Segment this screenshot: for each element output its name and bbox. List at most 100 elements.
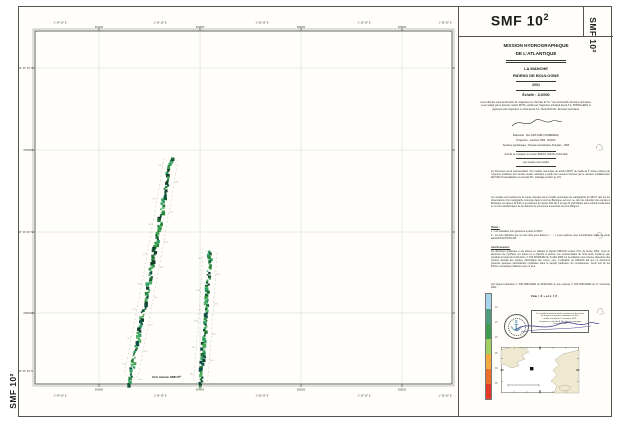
svg-text:33.3: 33.3 (138, 284, 143, 286)
svg-text:1° 36' 00" E: 1° 36' 00" E (438, 395, 451, 398)
sheet-code-bottom-left: SMF 10² (8, 373, 18, 409)
inset-ticks (500, 346, 580, 394)
sheet-title-sup: 2 (543, 12, 550, 22)
depth-band (486, 324, 491, 339)
graticule-labels: 1° 34' 00" E 604000 1° 34' 30" E 604500 1° 3… (18, 22, 451, 398)
soundings-note: Les sondes sont réelles (522, 160, 550, 164)
rule-soundings-bottom (516, 166, 556, 167)
svg-text:28.7: 28.7 (212, 334, 217, 336)
mission-line2: DE L'ATLANTIQUE (515, 50, 557, 56)
rule-replaces-bottom (516, 158, 556, 159)
svg-text:18.5: 18.5 (214, 304, 219, 306)
svg-text:7080000: 7080000 (23, 312, 33, 315)
sheet-title-text: SMF 10 (490, 12, 544, 29)
svg-text:19.5: 19.5 (122, 363, 127, 365)
svg-text:1° 35' 30" E: 1° 35' 30" E (357, 395, 370, 398)
survey-year: 2001 (532, 83, 540, 87)
rule-year-top (516, 80, 556, 82)
report-note: Voir rapport particulier n° 208 SMF/ADER… (491, 283, 610, 289)
inset-land (558, 385, 572, 392)
svg-text:18.9: 18.9 (143, 351, 148, 353)
credits-block: Levé effectué sous la direction de l'ing… (480, 101, 592, 111)
svg-text:50° 46' 00" N: 50° 46' 00" N (18, 231, 33, 234)
title-row: SMF 102 (459, 6, 613, 37)
certification-signature (514, 322, 600, 333)
svg-text:25.5: 25.5 (133, 309, 138, 311)
svg-text:1° 34' 30" E: 1° 34' 30" E (153, 22, 166, 25)
svg-text:1° 36' 00" E: 1° 36' 00" E (438, 22, 451, 25)
approval-signature (511, 119, 563, 127)
depth-band (486, 309, 491, 324)
certification-line: Yves GUILLAM (553, 323, 567, 326)
svg-text:605000: 605000 (297, 26, 306, 29)
survey-location-marker (530, 367, 534, 371)
depth-color-bands (485, 293, 492, 400)
svg-text:19.2: 19.2 (143, 253, 148, 255)
certification-line: L'ingénieur en chef des E.T.A., directeu… (538, 320, 582, 323)
svg-text:604500: 604500 (196, 389, 205, 392)
svg-text:50° 45' 30" N: 50° 45' 30" N (18, 370, 33, 373)
warning-paragraph: Ce document graphique a été obtenu en ut… (491, 250, 610, 268)
svg-text:29.5: 29.5 (169, 211, 174, 213)
title-row-divider (583, 6, 584, 37)
svg-text:1° 34' 00" E: 1° 34' 00" E (53, 22, 66, 25)
depth-color-scale: 10 15 20 25 30 35 (485, 293, 507, 401)
voir-minute-note: Voir minute SMF104 (152, 375, 182, 379)
svg-text:22.4: 22.4 (192, 347, 197, 349)
svg-text:31.9: 31.9 (159, 165, 164, 167)
pencil-annotations (595, 143, 605, 315)
svg-text:605500: 605500 (398, 26, 407, 29)
map-frame (34, 30, 453, 385)
notas-title: Notas : (491, 226, 500, 229)
svg-text:33.7: 33.7 (198, 258, 203, 260)
replaces-note: Annule et remplace la minute SMF10² (CET… (504, 153, 568, 156)
tide-paragraph: Les sondes sont réduites de la marée cal… (491, 196, 610, 208)
map-grid (35, 31, 452, 384)
rule-replaces-top (516, 150, 556, 152)
svg-text:28.0: 28.0 (190, 374, 195, 376)
depth-band (486, 354, 491, 369)
title-block-panel: SMF 102 MISSION HYDROGRAPHIQUE DE L'ATLA… (458, 6, 613, 417)
inset-land (550, 349, 580, 394)
svg-text:1° 34' 30" E: 1° 34' 30" E (153, 395, 166, 398)
depth-formula: Zmu = Z + e.t.l. ± Z (530, 293, 558, 298)
depth-band-label: 25 (495, 352, 498, 355)
stamp-ring: ⚓ (504, 314, 529, 339)
depth-band (486, 339, 491, 354)
depth-band-label: 30 (495, 367, 498, 370)
survey-track-1: 31.9 29.6 31.7 29.5 20.0 33.3 19.2 33.1 33.3 21.2… (121, 157, 180, 388)
location-inset-map (500, 346, 580, 394)
svg-text:605000: 605000 (297, 389, 306, 392)
svg-text:24.5: 24.5 (216, 274, 221, 276)
depth-band-label: 20 (495, 337, 498, 340)
svg-text:605500: 605500 (398, 389, 407, 392)
nota-1: 1 - Les isobathes sont générées à partir… (491, 230, 543, 233)
svg-text:25.5: 25.5 (138, 379, 143, 381)
svg-text:1° 35' 00" E: 1° 35' 00" E (255, 395, 268, 398)
svg-text:18.8: 18.8 (196, 290, 201, 292)
official-stamp: ⚓ (504, 314, 529, 339)
depth-band-label: 10 (495, 306, 498, 309)
svg-text:604000: 604000 (95, 389, 104, 392)
inset-land (500, 346, 530, 369)
scale-note: Échelle : 1/10000 (522, 92, 550, 97)
mnt-paragraph: Ce document est la représentation d'un m… (491, 170, 610, 179)
geodesy-line1: Ellipsoïde : IAG GRS 1980 (CANBERRA) (513, 134, 559, 137)
geodesy-line2: Projection : Lambert 1993 - RGF93 (516, 139, 556, 142)
svg-text:33.1: 33.1 (159, 267, 164, 269)
depth-band (486, 294, 491, 309)
svg-text:1° 35' 30" E: 1° 35' 30" E (357, 22, 370, 25)
svg-text:20.3: 20.3 (149, 324, 154, 326)
certification-line: de terrain et aux fichiers numériques du… (541, 315, 579, 318)
svg-text:29.6: 29.6 (175, 181, 180, 183)
sheet-title: SMF 102 (459, 12, 581, 29)
double-rule-bottom (506, 62, 566, 63)
svg-text:1° 34' 00" E: 1° 34' 00" E (53, 395, 66, 398)
certification-line: arrêtée à la date du 17 novembre 2002. (543, 317, 577, 320)
svg-text:1° 35' 00" E: 1° 35' 00" E (255, 22, 268, 25)
svg-text:31.7: 31.7 (153, 198, 158, 200)
svg-text:33.3: 33.3 (164, 241, 169, 243)
svg-text:604000: 604000 (95, 26, 104, 29)
